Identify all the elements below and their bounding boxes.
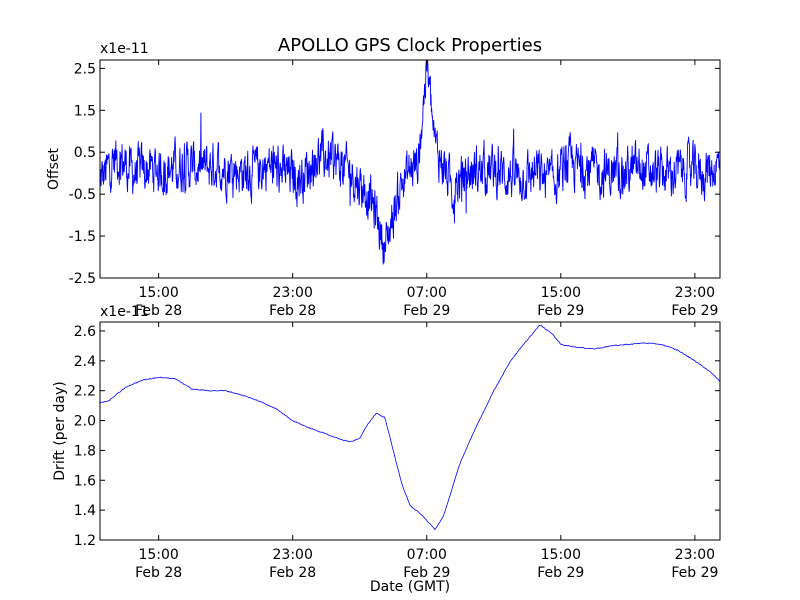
- offset-plot-area: [100, 60, 720, 265]
- drift-xtick-date-label: Feb 29: [403, 565, 450, 581]
- drift-xlabel: Date (GMT): [370, 579, 450, 595]
- drift-ytick-label: 2.6: [74, 324, 96, 340]
- drift-xtick-time-label: 23:00: [273, 547, 313, 563]
- drift-multiplier: x1e-11: [100, 304, 149, 320]
- drift-xtick-date-label: Feb 29: [671, 565, 718, 581]
- offset-multiplier: x1e-11: [100, 41, 149, 57]
- offset-xtick-time-label: 15:00: [138, 285, 178, 301]
- drift-xtick-time-label: 23:00: [675, 547, 715, 563]
- drift-xtick-time-label: 07:00: [407, 547, 447, 563]
- drift-xtick-date-label: Feb 29: [537, 565, 584, 581]
- offset-plot-frame: [99, 59, 721, 279]
- drift-ylabel: Drift (per day): [52, 381, 68, 480]
- drift-panel: x1e-11 Drift (per day) 1.2 1.4 1.6 1.8 2.0 2.…: [52, 304, 721, 595]
- offset-xtick-time-label: 07:00: [407, 285, 447, 301]
- offset-series-line-0: [100, 60, 720, 265]
- offset-ytick-label: 2.5: [74, 61, 96, 77]
- drift-ytick-label: 2.4: [74, 354, 96, 370]
- drift-plot-frame: [99, 321, 721, 541]
- chart-title: APOLLO GPS Clock Properties: [278, 35, 542, 56]
- offset-panel: x1e-11 Offset -2.5 -1.5 -0.5 0.5 1.5 2.5 15:00…: [46, 41, 721, 319]
- drift-xtick-date-label: Feb 28: [269, 565, 316, 581]
- offset-xtick-time-label: 23:00: [273, 285, 313, 301]
- offset-xtick-date-label: Feb 28: [135, 303, 182, 319]
- drift-ticks: 1.2 1.4 1.6 1.8 2.0 2.2 2.4 2.6 15:00 Feb 28 23:00…: [74, 322, 720, 581]
- drift-ytick-label: 1.2: [74, 533, 96, 549]
- offset-ytick-label: -2.5: [69, 271, 96, 287]
- drift-series-line-0: [100, 325, 720, 531]
- offset-xtick-date-label: Feb 29: [403, 303, 450, 319]
- offset-xtick-date-label: Feb 28: [269, 303, 316, 319]
- offset-ticks: -2.5 -1.5 -0.5 0.5 1.5 2.5 15:00 Feb 28 23:00 Feb…: [69, 60, 720, 319]
- drift-ytick-label: 1.4: [74, 503, 96, 519]
- drift-ytick-label: 1.8: [74, 443, 96, 459]
- offset-xtick-date-label: Feb 29: [537, 303, 584, 319]
- drift-xtick-time-label: 15:00: [138, 547, 178, 563]
- offset-ytick-label: -1.5: [69, 229, 96, 245]
- offset-ylabel: Offset: [46, 147, 62, 190]
- offset-ytick-label: 1.5: [74, 103, 96, 119]
- offset-xtick-time-label: 23:00: [675, 285, 715, 301]
- offset-xtick-date-label: Feb 29: [671, 303, 718, 319]
- drift-ytick-label: 2.0: [74, 414, 96, 430]
- offset-xtick-time-label: 15:00: [541, 285, 581, 301]
- drift-xtick-time-label: 15:00: [541, 547, 581, 563]
- drift-xtick-date-label: Feb 28: [135, 565, 182, 581]
- drift-ytick-label: 1.6: [74, 473, 96, 489]
- drift-ytick-label: 2.2: [74, 384, 96, 400]
- offset-ytick-label: 0.5: [74, 145, 96, 161]
- offset-ytick-label: -0.5: [69, 187, 96, 203]
- drift-plot-area: [100, 325, 720, 531]
